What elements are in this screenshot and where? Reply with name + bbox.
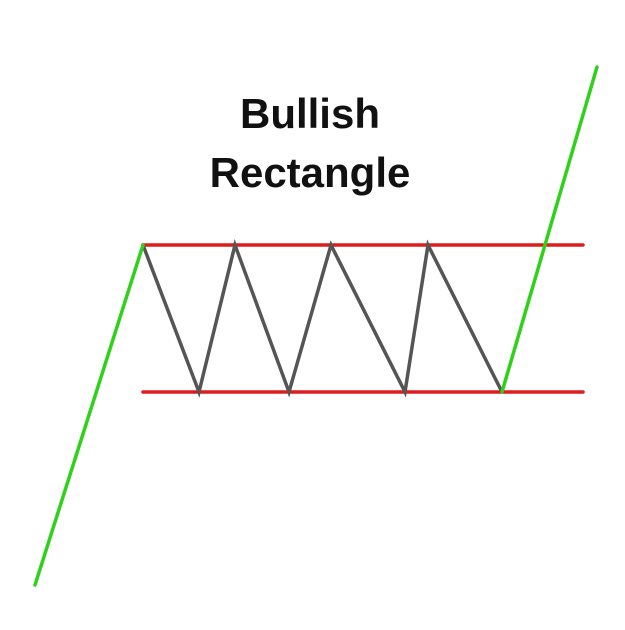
consolidation-zigzag (141, 239, 504, 398)
title-line-1: Bullish (240, 90, 380, 137)
breakout-line (500, 65, 599, 394)
prior-uptrend-line (33, 243, 145, 587)
title-line-2: Rectangle (210, 149, 411, 196)
